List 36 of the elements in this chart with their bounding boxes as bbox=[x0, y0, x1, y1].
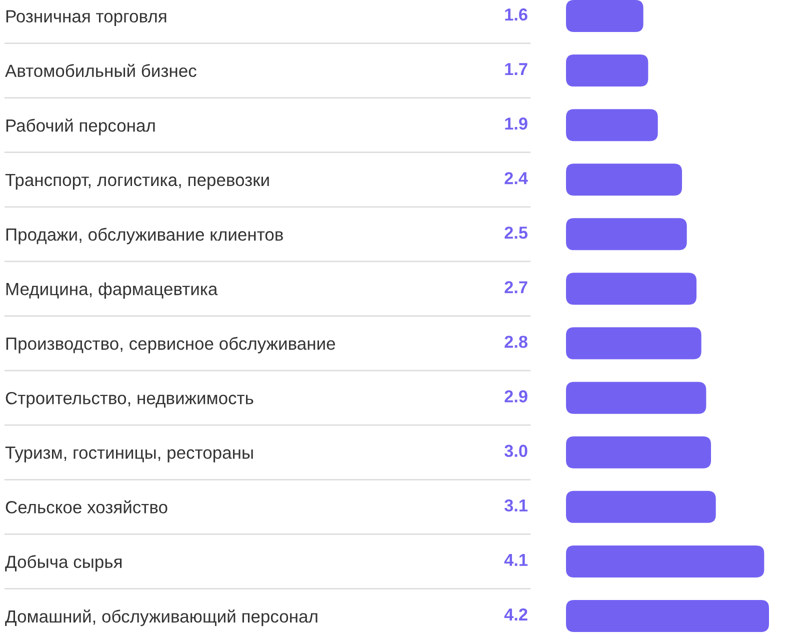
bar bbox=[566, 490, 716, 523]
y-tick-label: Строительство, недвижимость bbox=[6, 392, 254, 408]
bar bbox=[566, 0, 644, 32]
data-label: 1.7 bbox=[505, 63, 528, 75]
y-tick-label: Домашний, обслуживающий персонал bbox=[5, 610, 318, 626]
data-label: 3.1 bbox=[504, 499, 528, 512]
data-label: 2.8 bbox=[504, 336, 528, 348]
bar bbox=[566, 327, 702, 360]
data-label: 1.9 bbox=[505, 118, 528, 130]
y-tick-label: Автомобильный бизнес bbox=[5, 64, 196, 78]
bar bbox=[566, 382, 706, 414]
bar bbox=[566, 54, 648, 87]
y-tick-label: Туризм, гостиницы, рестораны bbox=[5, 446, 253, 462]
y-tick-label: Добыча сырья bbox=[5, 555, 122, 572]
bar bbox=[566, 600, 769, 632]
y-tick-label: Медицина, фармацевтика bbox=[6, 282, 218, 299]
y-tick-label: Розничная торговля bbox=[6, 10, 166, 26]
bar bbox=[566, 436, 711, 468]
data-label: 2.4 bbox=[504, 172, 528, 184]
bar bbox=[566, 218, 687, 250]
y-tick-label: Производство, сервисное обслуживание bbox=[6, 336, 336, 354]
data-label: 3.0 bbox=[504, 444, 528, 458]
y-tick-label: Рабочий персонал bbox=[6, 118, 155, 136]
data-label: 1.6 bbox=[505, 8, 528, 21]
y-tick-label: Продажи, обслуживание клиентов bbox=[6, 228, 283, 244]
data-label: 2.5 bbox=[504, 226, 528, 239]
y-tick-label: Транспорт, логистика, перевозки bbox=[5, 174, 269, 190]
y-tick-label: Сельское хозяйство bbox=[6, 500, 168, 514]
data-label: 4.2 bbox=[504, 608, 528, 620]
data-label: 4.1 bbox=[504, 554, 528, 566]
data-label: 2.7 bbox=[504, 281, 528, 294]
data-label: 2.9 bbox=[504, 390, 528, 402]
bar bbox=[566, 272, 696, 305]
bar bbox=[566, 109, 658, 142]
bar bbox=[566, 164, 682, 196]
bar bbox=[566, 545, 764, 578]
